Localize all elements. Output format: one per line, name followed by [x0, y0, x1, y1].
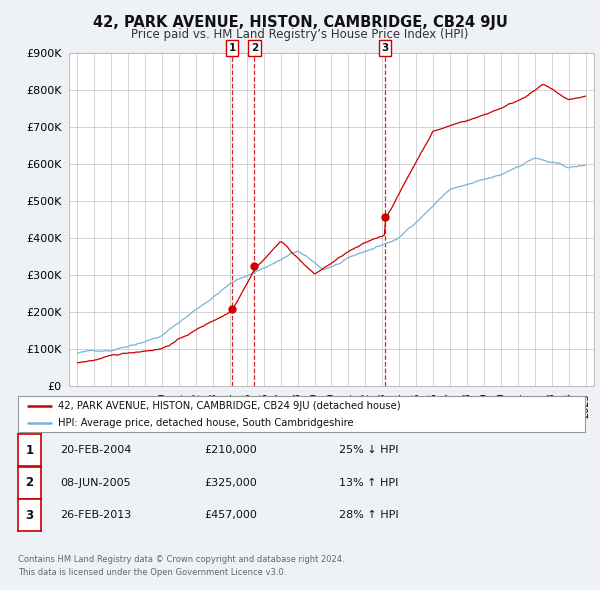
Text: 25% ↓ HPI: 25% ↓ HPI [339, 445, 398, 455]
Text: 3: 3 [25, 509, 34, 522]
Text: 42, PARK AVENUE, HISTON, CAMBRIDGE, CB24 9JU (detached house): 42, PARK AVENUE, HISTON, CAMBRIDGE, CB24… [58, 401, 400, 411]
Text: 2: 2 [251, 43, 258, 53]
Text: 26-FEB-2013: 26-FEB-2013 [60, 510, 131, 520]
Text: 42, PARK AVENUE, HISTON, CAMBRIDGE, CB24 9JU: 42, PARK AVENUE, HISTON, CAMBRIDGE, CB24… [92, 15, 508, 30]
Text: 1: 1 [25, 444, 34, 457]
Text: 2: 2 [25, 476, 34, 489]
Text: Contains HM Land Registry data © Crown copyright and database right 2024.: Contains HM Land Registry data © Crown c… [18, 555, 344, 563]
Text: £325,000: £325,000 [204, 478, 257, 487]
Text: This data is licensed under the Open Government Licence v3.0.: This data is licensed under the Open Gov… [18, 568, 286, 576]
Text: £457,000: £457,000 [204, 510, 257, 520]
Text: Price paid vs. HM Land Registry’s House Price Index (HPI): Price paid vs. HM Land Registry’s House … [131, 28, 469, 41]
Text: HPI: Average price, detached house, South Cambridgeshire: HPI: Average price, detached house, Sout… [58, 418, 353, 428]
Text: 08-JUN-2005: 08-JUN-2005 [60, 478, 131, 487]
Text: 3: 3 [381, 43, 388, 53]
Text: 20-FEB-2004: 20-FEB-2004 [60, 445, 131, 455]
Text: £210,000: £210,000 [204, 445, 257, 455]
Text: 28% ↑ HPI: 28% ↑ HPI [339, 510, 398, 520]
Text: 13% ↑ HPI: 13% ↑ HPI [339, 478, 398, 487]
Text: 1: 1 [229, 43, 236, 53]
